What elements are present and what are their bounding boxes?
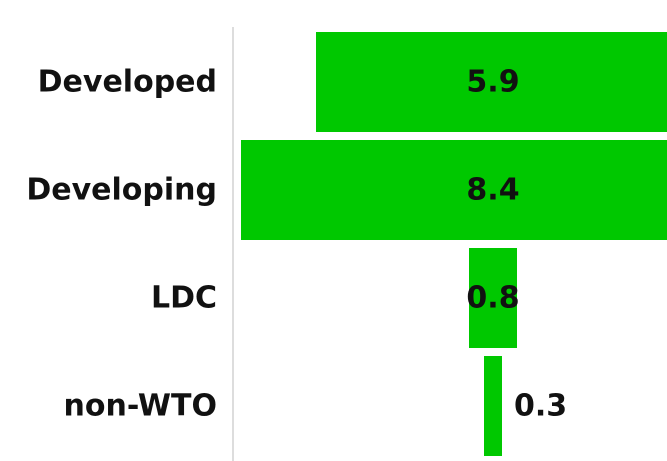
category-label: non-WTO xyxy=(64,389,218,424)
category-label: LDC xyxy=(151,281,217,316)
value-label: 0.3 xyxy=(514,389,567,424)
bar xyxy=(484,356,502,456)
value-label: 0.8 xyxy=(466,281,519,316)
bar xyxy=(316,32,667,132)
category-label: Developing xyxy=(26,173,217,208)
value-label: 8.4 xyxy=(466,173,519,208)
value-label: 5.9 xyxy=(466,65,519,100)
bar xyxy=(469,248,517,348)
plot-area xyxy=(241,32,667,456)
category-label: Developed xyxy=(38,65,217,100)
bar xyxy=(241,140,667,240)
